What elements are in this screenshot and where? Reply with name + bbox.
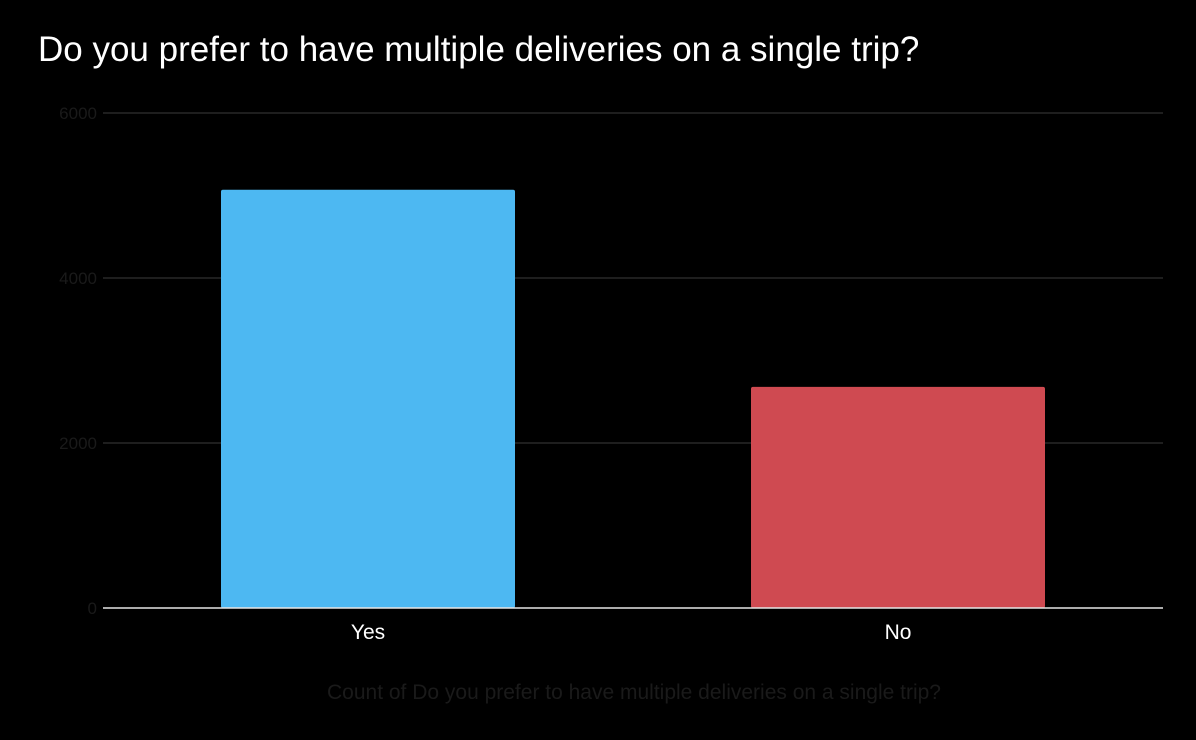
bar-yes xyxy=(221,189,515,608)
chart-title: Do you prefer to have multiple deliverie… xyxy=(38,30,920,69)
x-tick-label: Yes xyxy=(351,621,385,644)
y-tick-label: 0 xyxy=(88,599,97,618)
y-tick-label: 4000 xyxy=(59,269,97,288)
y-tick-label: 2000 xyxy=(59,434,97,453)
x-tick-label: No xyxy=(885,621,912,644)
y-tick-label: 6000 xyxy=(59,104,97,123)
x-axis-title: Count of Do you prefer to have multiple … xyxy=(327,681,941,704)
bar-no xyxy=(751,386,1045,608)
